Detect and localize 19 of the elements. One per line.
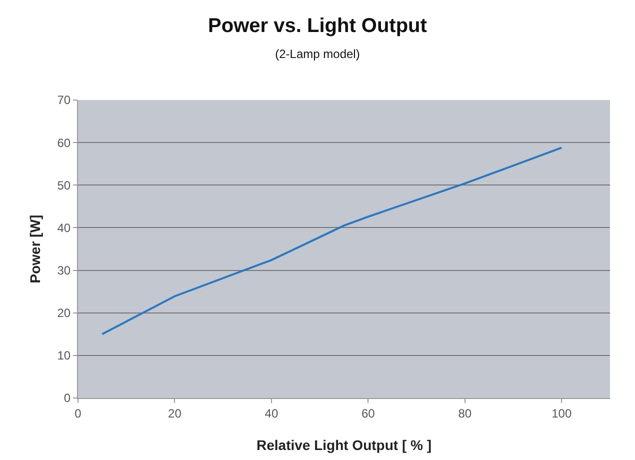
- y-tick-label: 30: [57, 263, 71, 278]
- x-tick-label: 80: [458, 406, 472, 420]
- y-tick-label: 60: [57, 136, 71, 150]
- chart-title: Power vs. Light Output: [208, 15, 428, 38]
- y-tick-label: 10: [57, 348, 71, 363]
- line-series: [101, 146, 563, 336]
- y-tick-label: 40: [57, 220, 71, 235]
- x-tick-label: 20: [168, 406, 182, 420]
- y-axis-title: Power [W]: [27, 214, 43, 284]
- y-tick-label: 70: [57, 93, 71, 108]
- x-axis-title: Relative Light Output [ % ]: [256, 437, 432, 453]
- x-tick-label: 40: [264, 406, 278, 420]
- y-tick-label: 0: [64, 391, 71, 406]
- x-tick-label: 60: [362, 406, 376, 420]
- y-tick-label: 20: [57, 306, 71, 320]
- x-tick-label: 100: [552, 406, 572, 420]
- x-tick-label: 0: [74, 406, 82, 420]
- y-tick-label: 50: [57, 178, 71, 192]
- chart-subtitle: (2-Lamp model): [275, 47, 360, 62]
